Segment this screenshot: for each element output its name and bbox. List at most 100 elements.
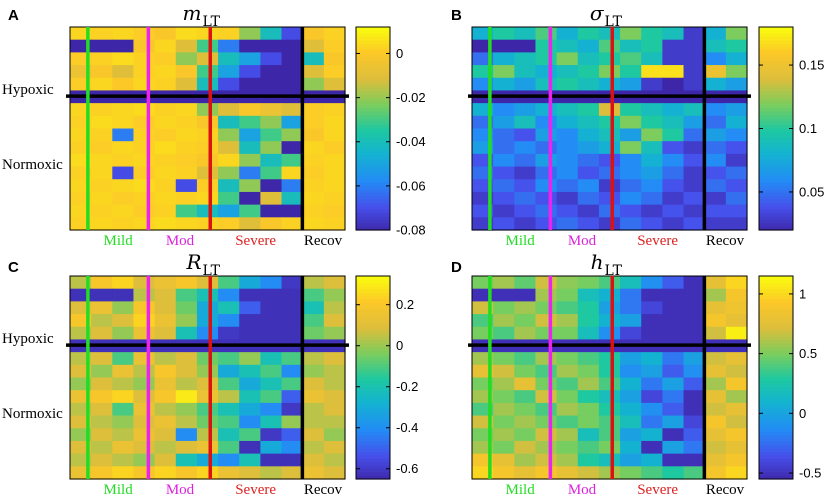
- heatmap-cell: [281, 402, 304, 417]
- panel-title-subscript: LT: [605, 14, 623, 30]
- heatmap-cell: [133, 115, 156, 130]
- heatmap-cell: [154, 301, 177, 315]
- heatmap-cell: [112, 276, 135, 290]
- heatmap-cell: [239, 204, 261, 218]
- heatmap-cell: [683, 364, 706, 379]
- colorbar-segment: [759, 216, 793, 221]
- heatmap-cell: [641, 314, 663, 328]
- heatmap-cell: [598, 115, 621, 130]
- colorbar-segment: [356, 104, 390, 109]
- colorbar-segment: [356, 286, 390, 291]
- heatmap-cell: [641, 466, 663, 480]
- heatmap-cell: [154, 364, 177, 379]
- colorbar-segment: [356, 319, 390, 324]
- heatmap-cell: [641, 65, 663, 79]
- heatmap-cell: [662, 428, 685, 442]
- heatmap-cell: [514, 352, 537, 366]
- heatmap-cell: [175, 377, 198, 391]
- heatmap-cell: [683, 77, 706, 92]
- heatmap-cell: [704, 115, 727, 130]
- heatmap-cell: [556, 377, 579, 391]
- heatmap-cell: [239, 65, 261, 79]
- heatmap-cell: [493, 128, 515, 142]
- colorbar-segment: [356, 27, 390, 31]
- heatmap-cell: [302, 166, 325, 180]
- heatmap-cell: [556, 141, 579, 155]
- colorbar-segment: [356, 169, 390, 174]
- heatmap-cell: [133, 217, 156, 231]
- colorbar-segment: [759, 125, 793, 130]
- heatmap-cell: [598, 276, 621, 290]
- colorbar-segment: [759, 145, 793, 150]
- heatmap-cell: [281, 466, 304, 480]
- colorbar-segment: [356, 330, 390, 335]
- heatmap-cell: [662, 440, 685, 455]
- heatmap-cell: [91, 103, 113, 117]
- heatmap-cell: [281, 128, 304, 142]
- colorbar-segment: [759, 350, 793, 355]
- heatmap-cell: [91, 326, 113, 341]
- heatmap-cell: [112, 179, 135, 193]
- colorbar-frame: [758, 275, 794, 480]
- heatmap-cell: [323, 314, 346, 328]
- colorbar-segment: [356, 428, 390, 433]
- heatmap-cell: [556, 415, 579, 429]
- heatmap-cell: [493, 153, 515, 168]
- colorbar-segment: [759, 428, 793, 433]
- colorbar-segment: [759, 289, 793, 294]
- heatmap-cell: [91, 52, 113, 66]
- heatmap-cell: [662, 466, 685, 480]
- heatmap-cell: [704, 364, 727, 379]
- heatmap-cell: [112, 65, 135, 79]
- condition-label: Mild: [506, 233, 536, 249]
- heatmap-cell: [218, 314, 240, 328]
- colorbar-segment: [356, 175, 390, 180]
- heatmap-cell: [493, 52, 515, 66]
- heatmap-cell: [154, 402, 177, 417]
- heatmap-cell: [493, 364, 515, 379]
- heatmap-cell: [133, 191, 156, 206]
- heatmap-cell: [175, 364, 198, 379]
- heatmap-cell: [535, 440, 558, 455]
- heatmap-cell: [725, 326, 748, 341]
- heatmap-cell: [323, 352, 346, 366]
- heatmap-cell: [302, 453, 325, 467]
- heatmap-cell: [493, 276, 515, 290]
- heatmap-cell: [323, 141, 346, 155]
- heatmap-cell: [91, 27, 113, 41]
- heatmap-cell: [91, 204, 113, 218]
- colorbar-segment: [759, 138, 793, 143]
- colorbar-segment: [759, 343, 793, 348]
- heatmap-cell: [239, 39, 261, 53]
- heatmap-cell: [514, 326, 537, 341]
- heatmap-cell: [598, 390, 621, 404]
- heatmap-cell: [239, 191, 261, 206]
- colorbar-segment: [759, 330, 793, 335]
- heatmap-cell: [218, 301, 240, 315]
- heatmap-cell: [260, 276, 283, 290]
- heatmap-cell: [175, 466, 198, 480]
- heatmap-cell: [683, 115, 706, 130]
- heatmap-cell: [598, 352, 621, 366]
- colorbar-segment: [759, 421, 793, 426]
- heatmap-cell: [239, 115, 261, 130]
- heatmap-cell: [218, 466, 240, 480]
- heatmap-cell: [598, 377, 621, 391]
- heatmap-cell: [620, 103, 642, 117]
- heatmap-cell: [260, 402, 283, 417]
- heatmap-cell: [704, 153, 727, 168]
- heatmap-cell: [577, 390, 600, 404]
- colorbar-segment: [759, 206, 793, 211]
- heatmap-cell: [620, 415, 642, 429]
- heatmap-cell: [260, 453, 283, 467]
- heatmap-cell: [535, 77, 558, 92]
- condition-label: Mild: [104, 233, 134, 249]
- heatmap-cell: [154, 415, 177, 429]
- colorbar-segment: [356, 462, 390, 467]
- colorbar-segment: [356, 206, 390, 211]
- heatmap-cell: [302, 153, 325, 168]
- heatmap-cell: [154, 288, 177, 302]
- colorbar-segment: [759, 296, 793, 301]
- heatmap-cell: [133, 52, 156, 66]
- heatmap-cell: [196, 466, 219, 480]
